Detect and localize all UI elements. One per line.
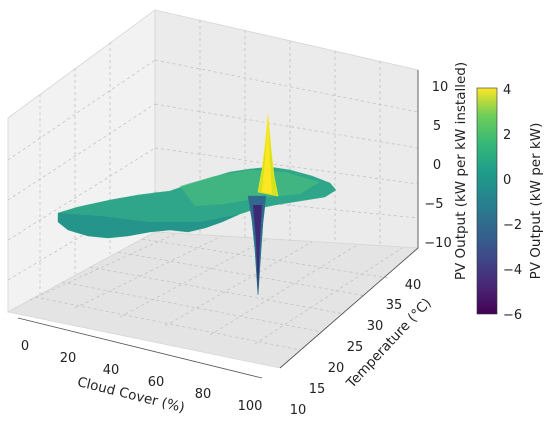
z-ticks: 10 5 0 −5 −10 [424,80,451,251]
y-tick-label: 15 [309,382,326,397]
z-tick-label: −10 [424,236,451,251]
z-tick-label: 5 [433,119,441,134]
z-tick-label: 0 [433,158,441,173]
z-axis-label: PV Output (kW per kW installed) [453,62,469,280]
x-tick-label: 100 [238,399,263,414]
y-tick-label: 10 [290,403,307,418]
spike-down-shade [253,205,262,295]
axis-lines [17,70,419,379]
y-tick-label: 30 [367,319,384,334]
y-ticks: 10 15 20 25 30 35 40 [290,278,422,418]
y-tick-label: 25 [347,340,364,355]
colorbar-ticks: 4 2 0 −2 −4 −6 [503,83,522,323]
colorbar-tick-label: 0 [503,173,511,188]
x-tick-label: 20 [60,351,77,366]
y-tick-label: 35 [386,298,403,313]
x-axis-label: Cloud Cover (%) [76,374,187,416]
x-axis-line [17,317,263,379]
z-tick-label: −5 [424,197,443,212]
spike-up-shade [262,115,272,194]
x-tick-label: 80 [195,387,212,402]
colorbar-tick-label: −6 [503,308,522,323]
colorbar-tick-label: −4 [503,263,522,278]
y-tick-label: 40 [405,278,422,293]
x-ticks: 0 20 40 60 80 100 [21,339,263,414]
surface-front-edge [58,213,240,238]
x-tick-label: 40 [103,363,120,378]
surface-highlight [180,170,320,206]
colorbar-tick-label: 2 [503,128,511,143]
colorbar-tick-label: 4 [503,83,511,98]
x-tick-label: 0 [21,339,29,354]
x-tick-label: 60 [148,375,165,390]
colorbar-label: PV Output (kW per kW) [528,123,544,280]
colorbar [476,87,498,315]
y-tick-label: 20 [328,361,345,376]
z-tick-label: 10 [432,80,449,95]
grid-lines [7,20,419,351]
colorbar-tick-label: −2 [503,218,522,233]
y-axis-line [279,247,419,369]
